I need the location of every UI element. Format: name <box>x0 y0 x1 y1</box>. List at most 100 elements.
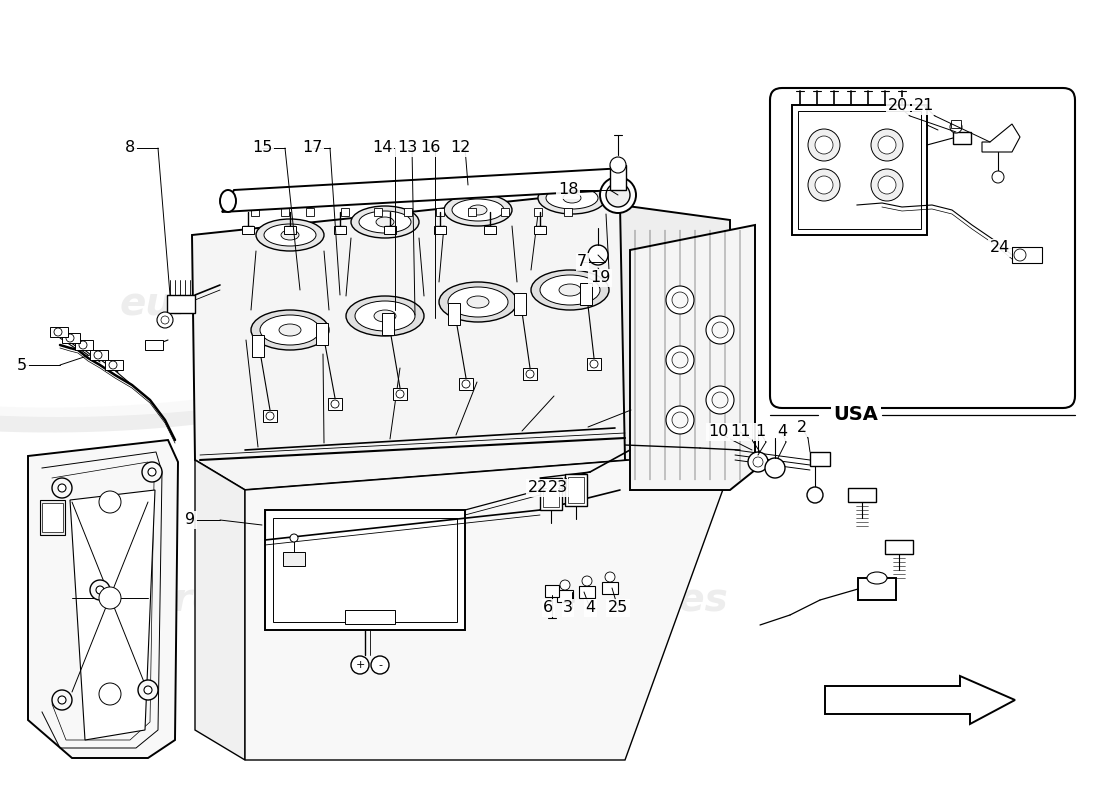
Bar <box>374 208 382 216</box>
Bar <box>263 410 277 422</box>
Polygon shape <box>70 490 155 740</box>
Ellipse shape <box>538 182 606 214</box>
Bar <box>448 303 460 325</box>
Circle shape <box>1014 249 1026 261</box>
Ellipse shape <box>264 224 316 246</box>
Bar <box>393 388 407 400</box>
Bar <box>167 295 195 313</box>
Circle shape <box>878 136 896 154</box>
Polygon shape <box>195 460 245 760</box>
Polygon shape <box>245 460 730 760</box>
Text: 5: 5 <box>16 358 28 373</box>
Ellipse shape <box>610 179 630 201</box>
Text: 12: 12 <box>450 141 470 155</box>
FancyBboxPatch shape <box>770 88 1075 408</box>
Bar <box>579 586 595 598</box>
Ellipse shape <box>376 217 394 227</box>
Text: 8: 8 <box>125 141 135 155</box>
Circle shape <box>871 129 903 161</box>
Bar <box>792 105 927 235</box>
Circle shape <box>266 412 274 420</box>
Polygon shape <box>192 195 630 490</box>
Ellipse shape <box>468 296 490 308</box>
Circle shape <box>712 322 728 338</box>
Circle shape <box>878 176 896 194</box>
Text: eurospares: eurospares <box>482 581 728 619</box>
Text: 14: 14 <box>372 141 393 155</box>
Bar <box>273 518 456 622</box>
Circle shape <box>815 136 833 154</box>
Ellipse shape <box>563 193 581 203</box>
Bar <box>1012 247 1042 263</box>
Bar <box>316 323 328 345</box>
Ellipse shape <box>867 572 887 584</box>
Bar <box>384 226 396 234</box>
Bar <box>484 226 496 234</box>
Circle shape <box>666 346 694 374</box>
Circle shape <box>590 360 598 368</box>
Bar <box>328 398 342 410</box>
Circle shape <box>331 400 339 408</box>
Circle shape <box>560 580 570 590</box>
Bar <box>62 333 80 343</box>
Bar <box>283 552 305 566</box>
Ellipse shape <box>251 310 329 350</box>
Bar <box>848 488 876 502</box>
Text: 16: 16 <box>420 141 440 155</box>
Circle shape <box>52 478 72 498</box>
Bar <box>565 474 587 506</box>
Circle shape <box>807 487 823 503</box>
Ellipse shape <box>359 211 411 233</box>
Circle shape <box>672 412 688 428</box>
Ellipse shape <box>279 324 301 336</box>
Circle shape <box>992 171 1004 183</box>
Circle shape <box>396 390 404 398</box>
Circle shape <box>157 312 173 328</box>
Ellipse shape <box>374 310 396 322</box>
Bar <box>544 585 559 597</box>
Circle shape <box>582 576 592 586</box>
Circle shape <box>666 286 694 314</box>
Circle shape <box>94 351 102 359</box>
Ellipse shape <box>546 187 598 209</box>
Text: 19: 19 <box>590 270 610 286</box>
Polygon shape <box>630 225 755 490</box>
Circle shape <box>754 457 763 467</box>
Text: 11: 11 <box>729 425 750 439</box>
Text: 24: 24 <box>990 241 1010 255</box>
Polygon shape <box>825 676 1015 724</box>
Bar <box>580 283 592 305</box>
Ellipse shape <box>280 230 299 240</box>
Circle shape <box>606 183 630 207</box>
Bar <box>543 481 559 507</box>
Circle shape <box>161 316 169 324</box>
Bar <box>952 120 961 128</box>
Text: 13: 13 <box>397 141 417 155</box>
Ellipse shape <box>346 296 424 336</box>
Text: 21: 21 <box>914 98 934 114</box>
Circle shape <box>462 380 470 388</box>
Bar <box>534 208 542 216</box>
Bar <box>251 208 258 216</box>
Circle shape <box>808 129 840 161</box>
Bar <box>42 503 63 532</box>
Circle shape <box>764 458 785 478</box>
Bar <box>602 582 618 594</box>
Bar <box>810 452 830 466</box>
Text: 6: 6 <box>543 601 553 615</box>
Bar <box>280 208 289 216</box>
Circle shape <box>808 169 840 201</box>
Circle shape <box>706 386 734 414</box>
Text: USA: USA <box>834 406 879 425</box>
Bar <box>514 293 526 315</box>
Bar <box>75 340 94 350</box>
Text: 15: 15 <box>252 141 272 155</box>
Bar <box>434 226 446 234</box>
Bar <box>382 313 394 335</box>
Circle shape <box>610 157 626 173</box>
Ellipse shape <box>559 284 581 296</box>
Circle shape <box>351 656 369 674</box>
Bar <box>534 226 546 234</box>
Bar <box>953 132 971 144</box>
Text: 20: 20 <box>888 98 909 114</box>
